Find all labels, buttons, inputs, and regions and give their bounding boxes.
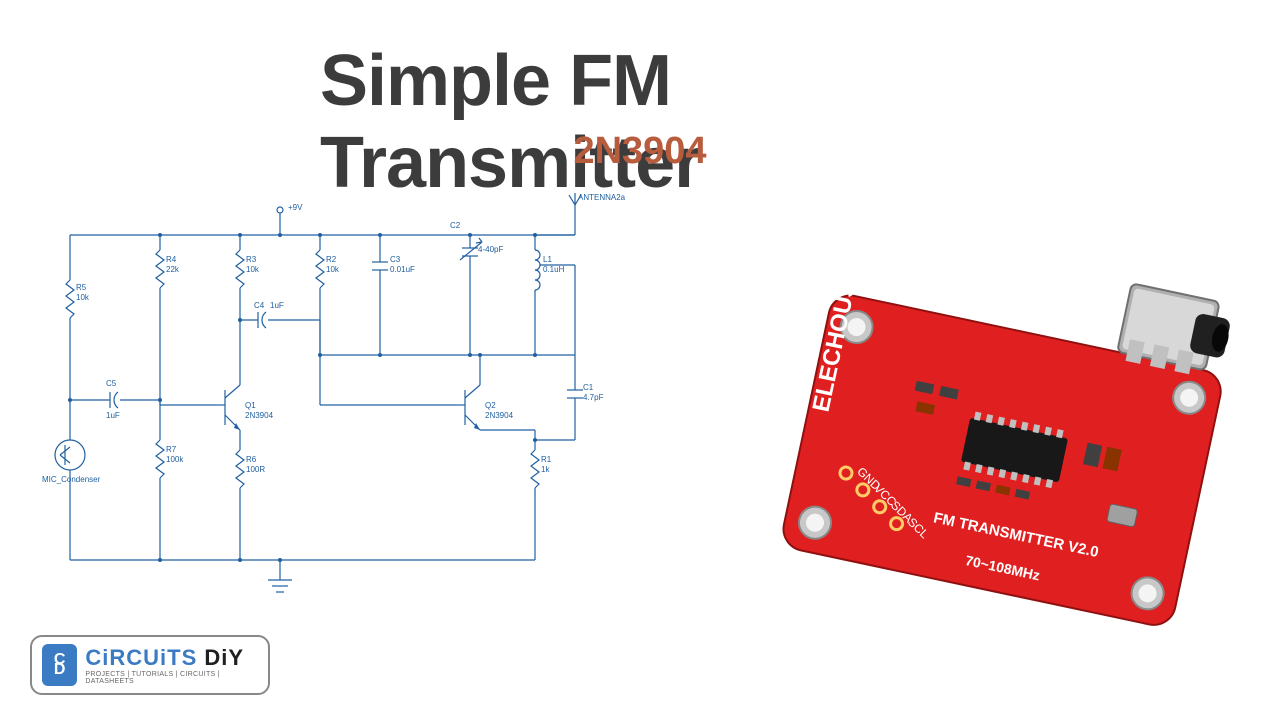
svg-text:R4: R4 bbox=[166, 255, 177, 264]
svg-text:0.01uF: 0.01uF bbox=[390, 265, 415, 274]
svg-text:C5: C5 bbox=[106, 379, 117, 388]
svg-text:4.7pF: 4.7pF bbox=[583, 393, 604, 402]
circuits-diy-logo: CD CiRCUiTS DiY PROJECTS | TUTORIALS | C… bbox=[30, 635, 270, 695]
circuit-schematic: +9V R5 10k R4 22k R3 10k R2 10k C3 0.01u… bbox=[30, 190, 650, 620]
svg-text:C1: C1 bbox=[583, 383, 594, 392]
svg-text:R7: R7 bbox=[166, 445, 177, 454]
svg-text:R1: R1 bbox=[541, 455, 552, 464]
svg-text:1k: 1k bbox=[541, 465, 550, 474]
logo-text: CiRCUiTS DiY bbox=[85, 645, 258, 671]
svg-text:100R: 100R bbox=[246, 465, 265, 474]
svg-text:4-40pF: 4-40pF bbox=[478, 245, 503, 254]
svg-text:10k: 10k bbox=[326, 265, 340, 274]
svg-text:L1: L1 bbox=[543, 255, 552, 264]
page-subtitle: 2N3904 bbox=[573, 130, 706, 173]
svg-text:0.1uH: 0.1uH bbox=[543, 265, 565, 274]
svg-text:2N3904: 2N3904 bbox=[245, 411, 274, 420]
svg-text:2N3904: 2N3904 bbox=[485, 411, 514, 420]
svg-text:R5: R5 bbox=[76, 283, 87, 292]
page-title: Simple FM Transmitter bbox=[320, 40, 960, 204]
svg-text:R3: R3 bbox=[246, 255, 257, 264]
svg-text:Q1: Q1 bbox=[245, 401, 256, 410]
svg-text:22k: 22k bbox=[166, 265, 180, 274]
logo-tagline: PROJECTS | TUTORIALS | CIRCUITS | DATASH… bbox=[85, 671, 258, 685]
supply-label: +9V bbox=[288, 203, 303, 212]
svg-text:1uF: 1uF bbox=[106, 411, 120, 420]
svg-text:C4: C4 bbox=[254, 301, 265, 310]
svg-text:C2: C2 bbox=[450, 221, 461, 230]
svg-text:R6: R6 bbox=[246, 455, 257, 464]
svg-text:Q2: Q2 bbox=[485, 401, 496, 410]
svg-text:MIC_Condenser: MIC_Condenser bbox=[42, 475, 101, 484]
svg-text:C3: C3 bbox=[390, 255, 401, 264]
fm-transmitter-module: ELECHOUSE GND VCC SDA SCL FM TRANSMITTER… bbox=[700, 250, 1240, 670]
svg-text:R2: R2 bbox=[326, 255, 337, 264]
svg-text:ANTENNA2a: ANTENNA2a bbox=[578, 193, 626, 202]
logo-icon: CD bbox=[42, 644, 77, 686]
svg-text:1uF: 1uF bbox=[270, 301, 284, 310]
svg-text:10k: 10k bbox=[76, 293, 90, 302]
svg-text:100k: 100k bbox=[166, 455, 184, 464]
svg-text:10k: 10k bbox=[246, 265, 260, 274]
